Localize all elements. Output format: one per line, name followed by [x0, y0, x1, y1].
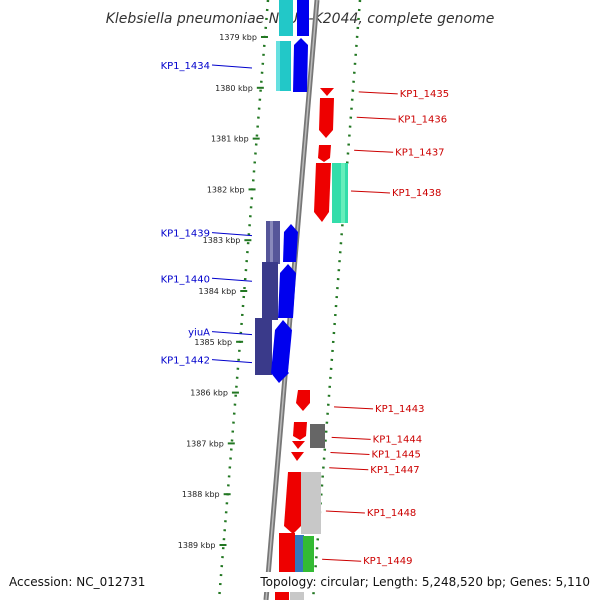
gene-label-leader	[358, 91, 398, 95]
gene-kp1-1444b[interactable]	[310, 424, 325, 448]
genome-summary: Topology: circular; Length: 5,248,520 bp…	[259, 575, 590, 589]
scale-tick-label: 1382 kbp	[207, 185, 245, 194]
gene-label-plus[interactable]: KP1_1438	[392, 188, 441, 199]
gene-label-plus[interactable]: KP1_1447	[370, 465, 419, 476]
minus-strand-genes	[255, 0, 309, 383]
scale-ticks: 1379 kbp 1380 kbp 1381 kbp 1382 kbp 1383 kbp…	[178, 33, 268, 550]
gene-label-leader	[211, 331, 253, 336]
gene-label-leader	[334, 406, 374, 410]
gene-label-leader	[211, 277, 253, 282]
gene-label-leader	[331, 436, 371, 440]
gene-lower-gray[interactable]	[290, 590, 304, 600]
right-tick-guide	[311, 0, 362, 600]
gene-label-leader	[211, 359, 253, 364]
footer-left-bg	[0, 572, 130, 592]
gene-kp1-1440b[interactable]	[278, 264, 296, 318]
gene-kp1-1449c[interactable]	[303, 536, 314, 573]
gene-kp1-1438b[interactable]	[332, 163, 348, 223]
gene-label-plus[interactable]: KP1_1443	[375, 404, 424, 415]
gene-label-leader	[350, 190, 390, 194]
gene-label-leader	[211, 64, 253, 69]
gene-kp1-1448b[interactable]	[301, 472, 321, 534]
gene-kp1-1444[interactable]	[293, 422, 307, 440]
gene-label-leader	[329, 467, 369, 471]
scale-tick-label: 1387 kbp	[186, 439, 224, 448]
scale-tick-label: 1386 kbp	[190, 389, 228, 398]
footer-right-bg	[258, 572, 600, 592]
gene-label-leader	[330, 452, 370, 456]
gene-lower-red[interactable]	[275, 590, 289, 600]
scale-tick-label: 1383 kbp	[203, 236, 241, 245]
gene-label-plus[interactable]: KP1_1437	[395, 147, 444, 158]
gene-kp1-1437[interactable]	[318, 145, 331, 162]
gene-kp1-1448[interactable]	[284, 472, 303, 534]
accession-label: Accession: NC_012731	[9, 575, 145, 589]
gene-kp1-1447[interactable]	[291, 452, 304, 461]
gene-blue-upper[interactable]	[297, 0, 309, 36]
gene-blue-1434b[interactable]	[293, 38, 308, 92]
gene-kp1-1435-arrow[interactable]	[320, 88, 334, 96]
gene-kp1-1442[interactable]	[255, 318, 272, 375]
scale-tick-label: 1380 kbp	[215, 84, 253, 93]
gene-label-plus[interactable]: KP1_1436	[398, 114, 447, 125]
scale-tick-label: 1389 kbp	[178, 541, 216, 550]
gene-label-plus[interactable]: KP1_1449	[363, 556, 412, 567]
gene-kp1-1449[interactable]	[279, 533, 295, 573]
scale-tick-label: 1388 kbp	[182, 490, 220, 499]
scale-tick-label: 1384 kbp	[199, 287, 237, 296]
gene-label-minus[interactable]: KP1_1439	[161, 229, 210, 240]
gene-label-plus[interactable]: KP1_1444	[373, 434, 422, 445]
scale-tick-label: 1385 kbp	[194, 338, 232, 347]
gene-label-leader	[356, 116, 396, 120]
gene-labels-minus: KP1_1434 KP1_1439 KP1_1440 yiuA KP1_1442	[161, 61, 253, 367]
gene-label-minus[interactable]: KP1_1440	[161, 274, 210, 285]
gene-kp1-1443[interactable]	[296, 390, 310, 411]
scale-tick-label: 1379 kbp	[219, 33, 257, 42]
scale-tick-label: 1381 kbp	[211, 135, 249, 144]
gene-label-plus[interactable]: KP1_1448	[367, 508, 416, 519]
gene-kp1-1438[interactable]	[314, 163, 331, 222]
gene-kp1-1434-upper[interactable]	[279, 0, 293, 36]
gene-kp1-1445[interactable]	[292, 441, 305, 449]
gene-label-plus[interactable]: KP1_1445	[371, 450, 420, 461]
gene-kp1-1436[interactable]	[319, 98, 334, 138]
gene-kp1-1449b[interactable]	[295, 535, 304, 573]
gene-label-minus[interactable]: yiuA	[188, 328, 210, 339]
gene-label-minus[interactable]: KP1_1442	[161, 356, 210, 367]
gene-label-plus[interactable]: KP1_1435	[400, 89, 449, 100]
plus-strand-genes	[275, 88, 348, 600]
left-tick-guide	[217, 0, 270, 600]
gene-label-leader	[211, 232, 253, 237]
gene-label-leader	[322, 558, 362, 562]
gene-kp1-1440[interactable]	[262, 262, 278, 320]
gene-label-leader	[325, 510, 365, 514]
gene-yiuA[interactable]	[271, 320, 292, 383]
gene-label-minus[interactable]: KP1_1434	[161, 61, 210, 72]
gene-label-leader	[354, 149, 394, 153]
gene-labels-plus: KP1_1435 KP1_1436 KP1_1437 KP1_1438 KP1_1443…	[322, 89, 449, 567]
gene-kp1-1439b[interactable]	[283, 224, 298, 262]
